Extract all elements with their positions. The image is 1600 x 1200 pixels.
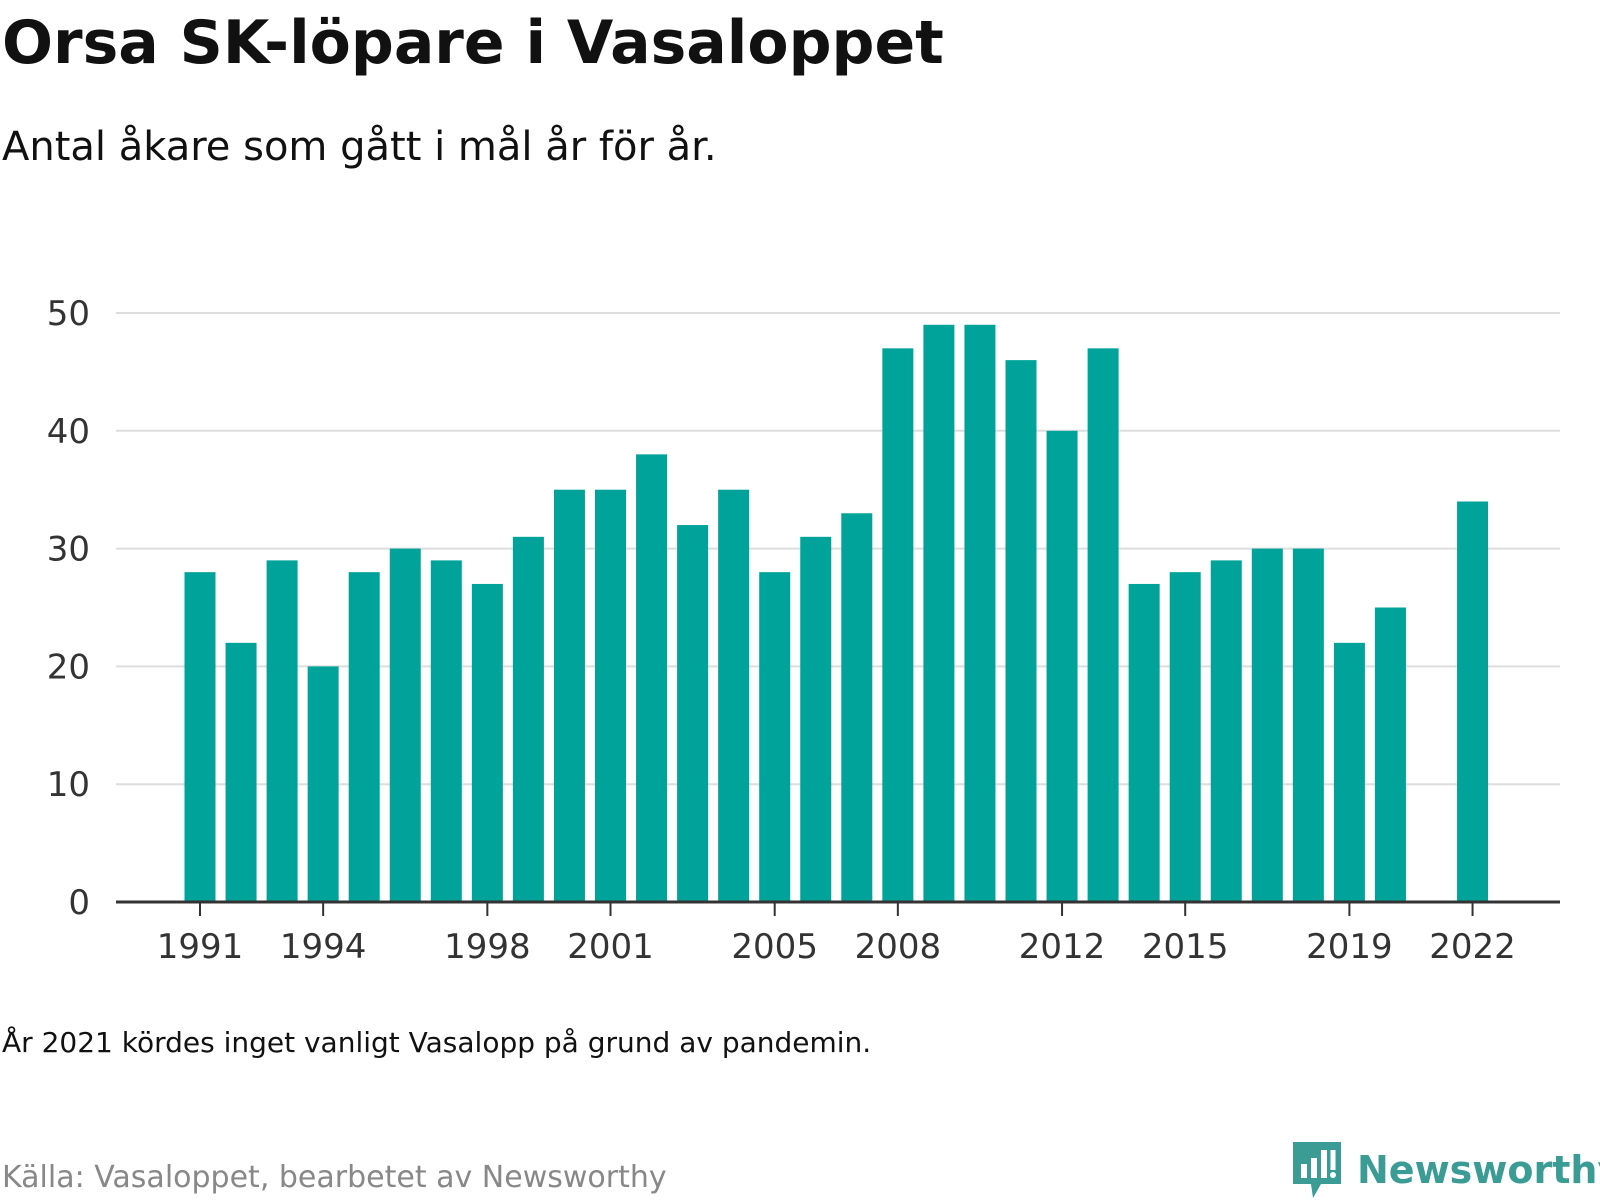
bar-1998 <box>471 583 503 902</box>
y-tick-label: 10 <box>47 765 90 805</box>
x-tick-label: 1994 <box>280 927 367 967</box>
bar-1992 <box>225 642 257 902</box>
bar-1996 <box>389 548 421 902</box>
bar-2000 <box>553 489 585 902</box>
bar-1993 <box>266 560 298 902</box>
bar-2001 <box>595 489 626 902</box>
x-tick-label: 2001 <box>567 927 654 967</box>
brand-name: Newsworthy <box>1357 1148 1600 1192</box>
bar-2017 <box>1251 548 1283 902</box>
bar-2016 <box>1210 560 1242 902</box>
bar-1994 <box>307 666 339 902</box>
x-tick-label: 2005 <box>731 927 818 967</box>
bar-1999 <box>512 536 544 902</box>
y-tick-label: 20 <box>47 647 90 687</box>
y-tick-label: 0 <box>68 883 90 923</box>
bar-2009 <box>923 324 955 902</box>
x-tick-label: 2022 <box>1429 927 1516 967</box>
chart-note: År 2021 kördes inget vanligt Vasalopp på… <box>2 1026 872 1059</box>
bar-chart: 0 10 20 30 40 50 1991 1994 1998 2001 2005 2008 2012 2… <box>47 294 1560 967</box>
bar-2004 <box>718 489 750 902</box>
x-tick-label: 2015 <box>1142 927 1229 967</box>
source-text: Källa: Vasaloppet, bearbetet av Newswort… <box>2 1160 667 1195</box>
axes: 0 10 20 30 40 50 1991 1994 1998 2001 2005 2008 2012 2… <box>47 294 1560 967</box>
bar-2002 <box>636 454 668 902</box>
bar-2005 <box>759 572 791 902</box>
bar-2008 <box>882 348 914 903</box>
bar-2010 <box>964 324 996 902</box>
bar-2013 <box>1087 348 1119 903</box>
y-tick-label: 40 <box>47 412 90 452</box>
bar-2012 <box>1046 430 1078 902</box>
bar-2020 <box>1374 607 1406 902</box>
x-tick-label: 2012 <box>1019 927 1106 967</box>
x-tick-label: 1998 <box>444 927 531 967</box>
bar-2006 <box>800 536 832 902</box>
bar-1991 <box>184 572 216 902</box>
bar-2022 <box>1457 501 1489 902</box>
newsworthy-logo-icon <box>1293 1142 1341 1198</box>
bar-2007 <box>841 513 873 902</box>
x-tick-label: 1991 <box>157 927 244 967</box>
bar-2003 <box>677 525 709 902</box>
x-tick-label: 2008 <box>855 927 942 967</box>
bar-1997 <box>430 560 462 902</box>
bar-1995 <box>348 572 380 902</box>
bar-2015 <box>1169 572 1201 902</box>
bar-2018 <box>1292 548 1324 902</box>
chart-subtitle: Antal åkare som gått i mål år för år. <box>2 124 717 170</box>
y-tick-label: 30 <box>47 530 90 570</box>
x-tick-label: 2019 <box>1306 927 1393 967</box>
bar-2014 <box>1128 583 1160 902</box>
bars <box>184 324 1489 903</box>
y-tick-label: 50 <box>47 294 90 334</box>
chart-title: Orsa SK-löpare i Vasaloppet <box>2 8 944 78</box>
bar-2011 <box>1005 360 1037 902</box>
brand-logo[interactable]: Newsworthy <box>1291 1140 1600 1200</box>
bar-2019 <box>1333 642 1365 902</box>
